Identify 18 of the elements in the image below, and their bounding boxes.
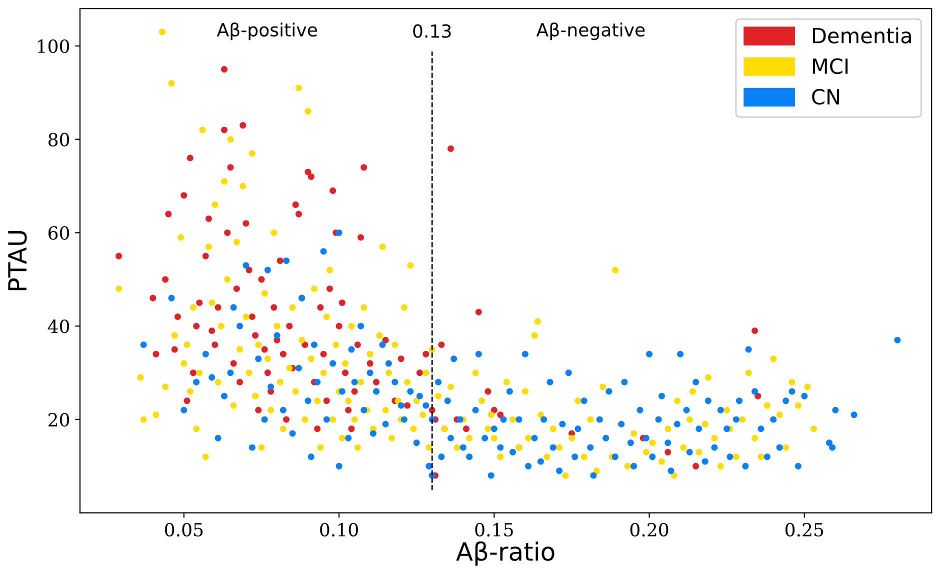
- ref-line-label: 0.13: [413, 24, 451, 38]
- y-tick-label: 40: [48, 320, 70, 334]
- x-tick-label: 0.15: [475, 522, 513, 537]
- legend-label: MCI: [812, 58, 848, 74]
- legend-label: Dementia: [812, 27, 911, 44]
- y-tick-label: 80: [48, 132, 70, 146]
- x-tick-label: 0.10: [320, 522, 358, 537]
- annotation: Aβ-negative: [536, 22, 645, 40]
- y-tick-label: 60: [48, 226, 70, 240]
- x-tick-label: 0.25: [785, 522, 824, 537]
- y-tick-label: 20: [48, 412, 70, 427]
- x-axis-title: Aβ-ratio: [456, 541, 554, 566]
- y-tick-label: 100: [38, 39, 70, 54]
- y-axis-title: PTAU: [8, 230, 27, 290]
- x-tick-label: 0.20: [630, 522, 668, 537]
- annotation: Aβ-positive: [216, 22, 317, 40]
- x-tick-label: 0.05: [165, 522, 203, 537]
- legend-label: CN: [812, 88, 840, 105]
